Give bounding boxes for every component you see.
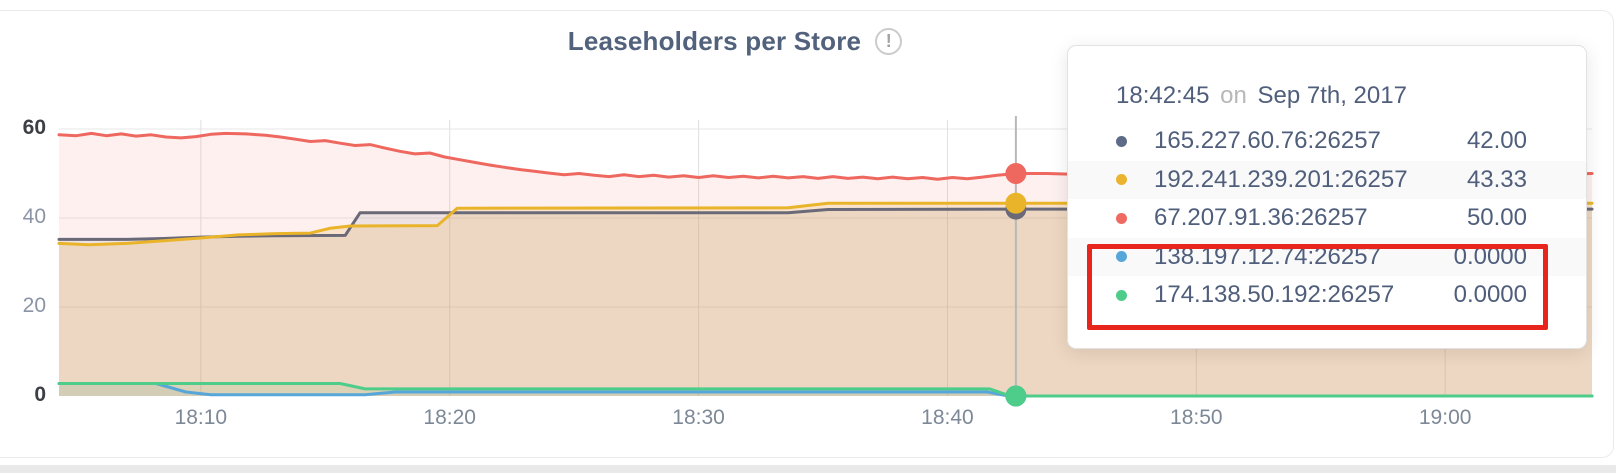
y-tick-label: 40 xyxy=(22,205,46,228)
y-tick-label: 20 xyxy=(22,294,46,317)
chart-title: Leaseholders per Store xyxy=(567,26,862,56)
tooltip-time: 18:42:45 xyxy=(1116,82,1210,109)
series-color-dot xyxy=(1116,251,1127,263)
info-icon-glyph: ! xyxy=(885,31,892,51)
series-label: 67.207.91.36:26257 xyxy=(1154,204,1368,232)
legend-row: 165.227.60.76:26257 42.00 xyxy=(1068,122,1586,161)
legend-row: 67.207.91.36:26257 50.00 xyxy=(1068,199,1586,238)
series-label: 165.227.60.76:26257 xyxy=(1154,127,1381,155)
x-tick-label: 18:20 xyxy=(423,406,476,429)
cursor-dot-67.207.91.36:26257 xyxy=(1005,163,1027,184)
y-tick-label: 60 xyxy=(22,116,46,139)
series-value: 0.0000 xyxy=(1453,281,1527,309)
series-value: 50.00 xyxy=(1466,204,1527,232)
chart-header: Leaseholders per Store ! xyxy=(0,26,1470,57)
legend-row: 174.138.50.192:26257 0.0000 xyxy=(1068,276,1586,315)
line-165.227.60.76:26257 xyxy=(57,207,1594,241)
x-tick-label: 18:30 xyxy=(672,406,725,429)
tooltip-date: Sep 7th, 2017 xyxy=(1257,82,1407,109)
series-value: 42.00 xyxy=(1466,127,1527,155)
x-tick-label: 19:00 xyxy=(1418,406,1472,429)
tooltip-conjunction: on xyxy=(1220,82,1247,109)
bottom-divider xyxy=(0,465,1616,473)
x-tick-label: 18:50 xyxy=(1170,406,1223,429)
series-label: 174.138.50.192:26257 xyxy=(1154,281,1395,309)
x-tick-label: 18:10 xyxy=(174,406,228,429)
y-tick-label: 0 xyxy=(34,383,46,406)
series-label: 192.241.239.201:26257 xyxy=(1154,165,1408,193)
x-tick-label: 18:40 xyxy=(921,406,974,429)
tooltip-header: 18:42:45 on Sep 7th, 2017 xyxy=(1068,82,1586,110)
info-icon[interactable]: ! xyxy=(875,28,903,55)
series-color-dot xyxy=(1116,135,1127,147)
legend-row: 192.241.239.201:26257 43.33 xyxy=(1068,160,1586,199)
series-color-dot xyxy=(1116,174,1127,186)
line-192.241.239.201:26257 xyxy=(57,201,1594,247)
cursor-dot-174.138.50.192:26257 xyxy=(1005,385,1027,407)
series-value: 43.33 xyxy=(1466,165,1527,193)
cursor-dots xyxy=(1005,163,1027,407)
cursor-dot-192.241.239.201:26257 xyxy=(1005,192,1027,214)
chart-tooltip: 18:42:45 on Sep 7th, 2017 165.227.60.76:… xyxy=(1067,45,1587,349)
annotation-highlight-box xyxy=(1087,244,1548,330)
series-color-dot xyxy=(1116,289,1127,301)
series-color-dot xyxy=(1116,212,1127,224)
tooltip-legend: 165.227.60.76:26257 42.00 192.241.239.201:… xyxy=(1068,122,1586,315)
